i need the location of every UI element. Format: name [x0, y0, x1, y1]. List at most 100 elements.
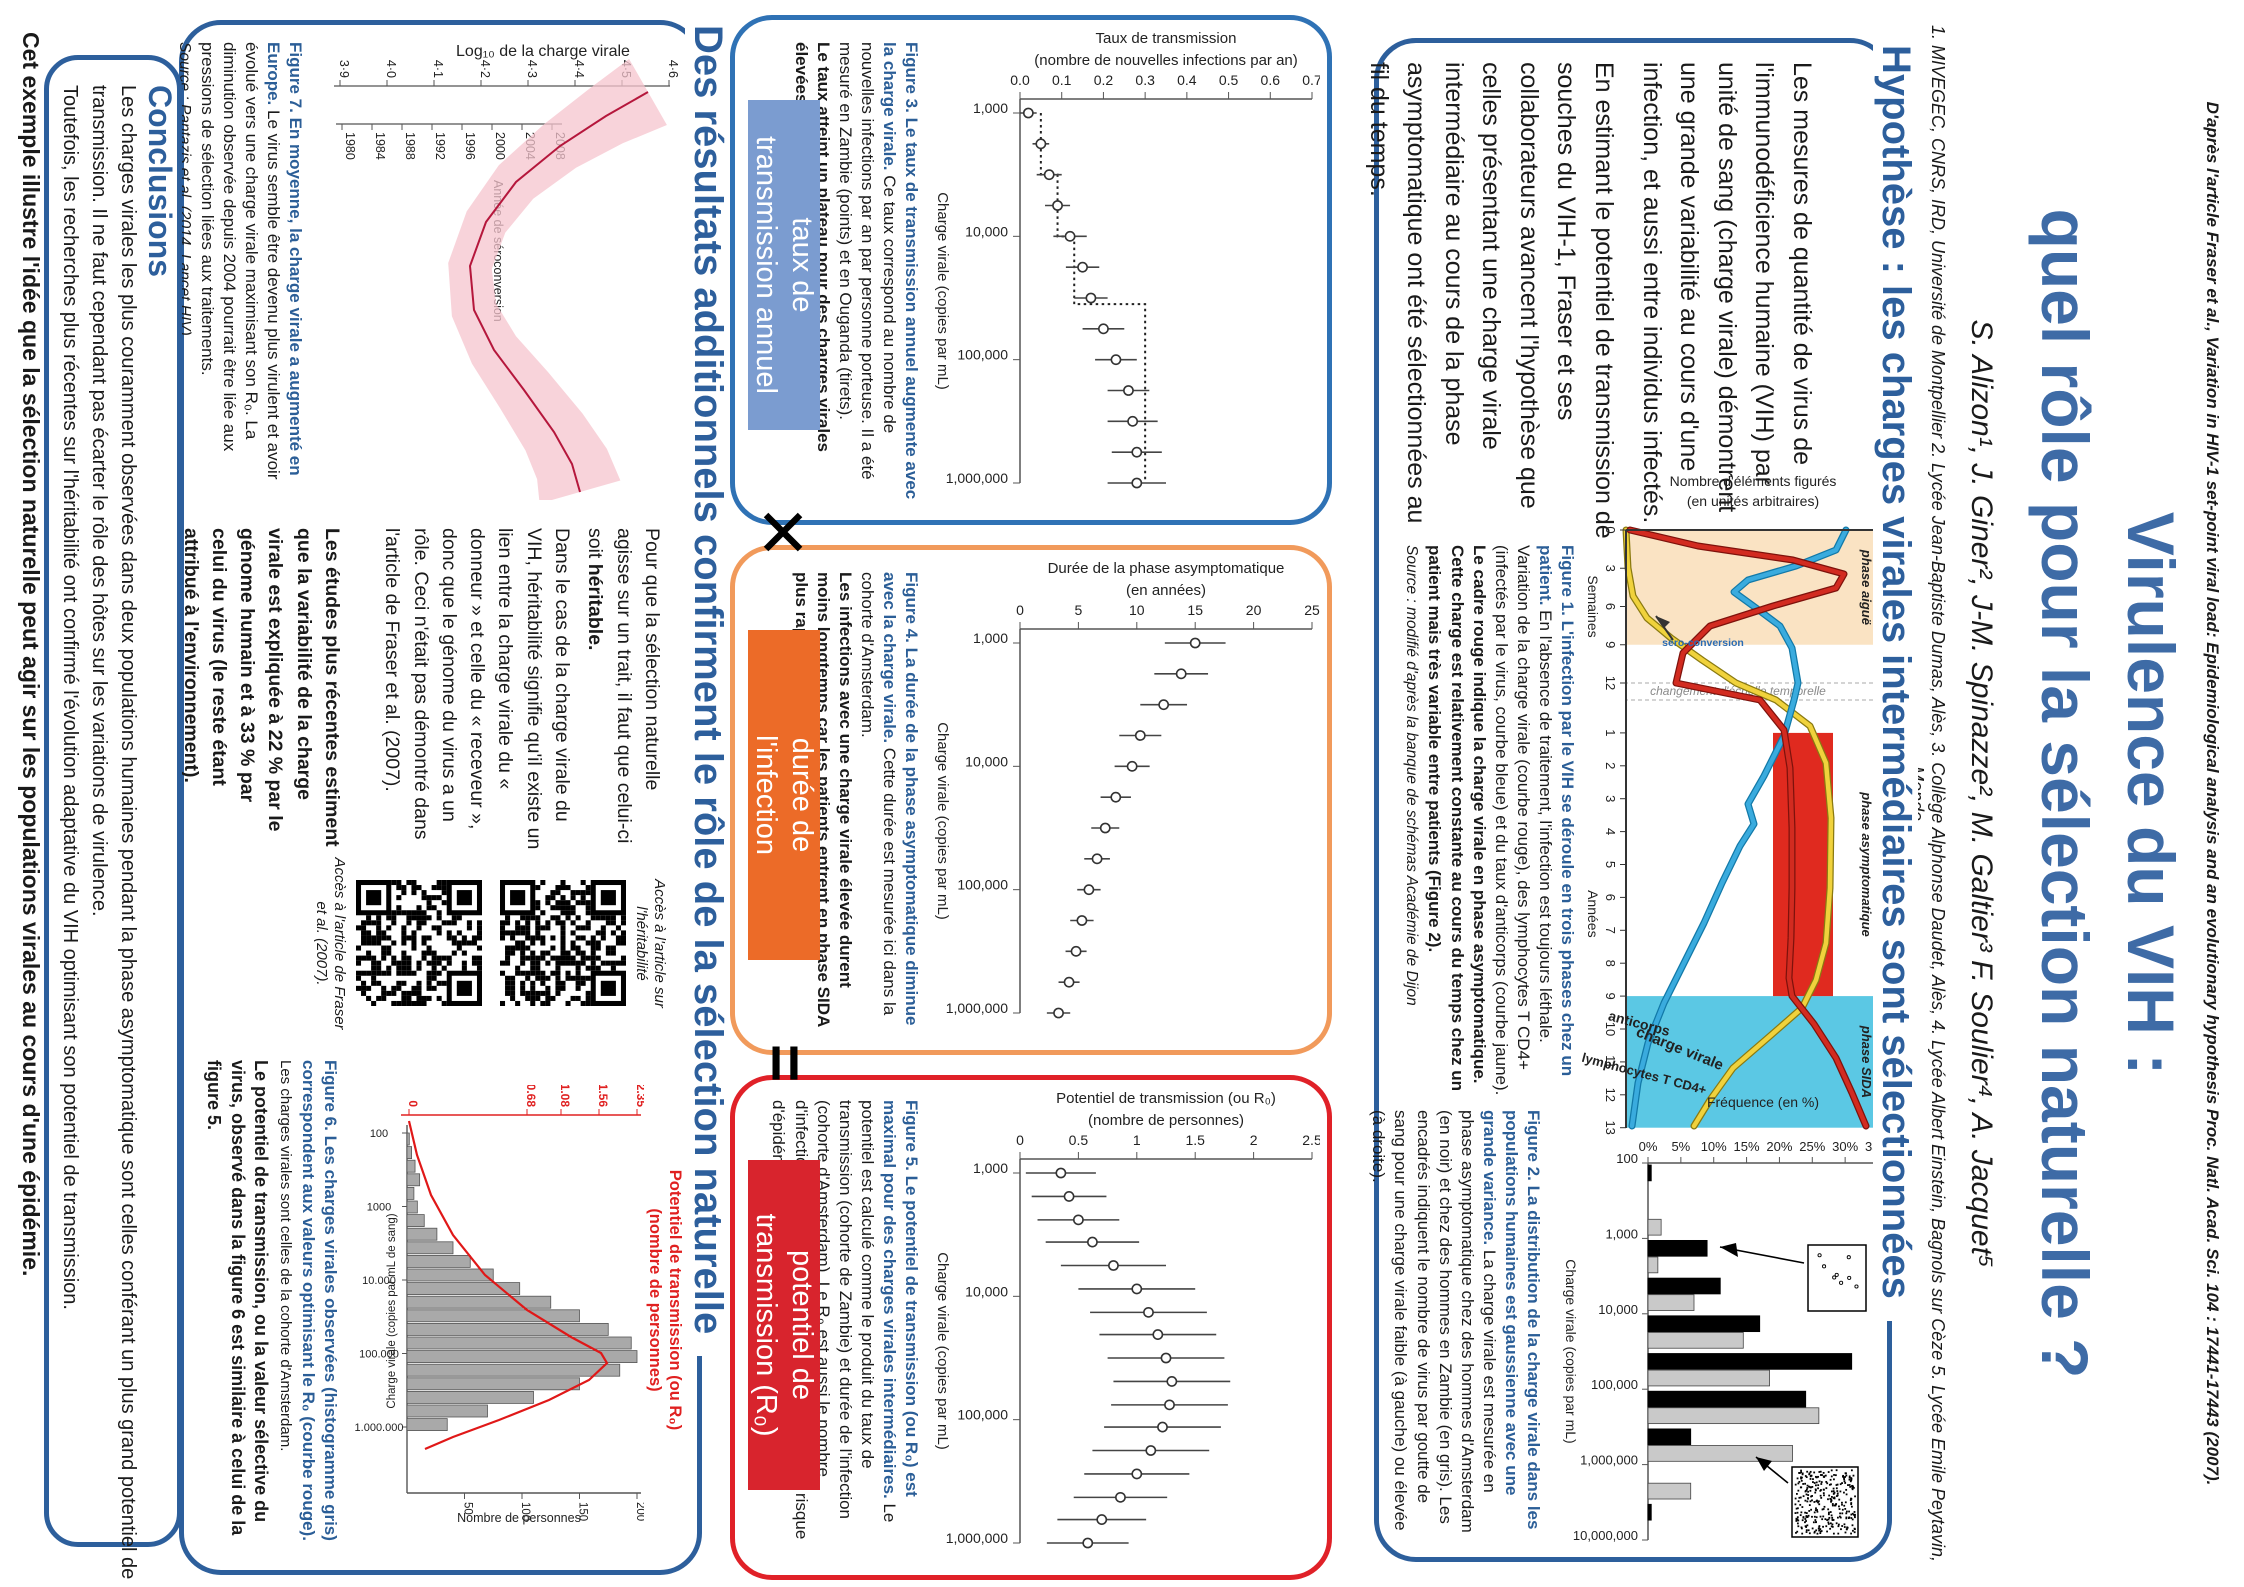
svg-text:1980: 1980 [343, 132, 357, 160]
svg-text:1: 1 [1133, 1132, 1141, 1148]
conclusions-heading: Conclusions [142, 85, 178, 278]
svg-text:150: 150 [577, 1502, 589, 1521]
svg-text:25: 25 [1304, 602, 1320, 618]
potentiel-band-line2: transmission (R₀) [750, 1213, 782, 1437]
svg-text:20%: 20% [1766, 1139, 1792, 1154]
qr-code-fraser-article[interactable] [356, 880, 482, 1006]
svg-text:Nombre d'éléments figurés: Nombre d'éléments figurés [1670, 473, 1837, 489]
svg-text:Charge virale (copies par mL): Charge virale (copies par mL) [1563, 1259, 1579, 1443]
svg-text:1.08: 1.08 [558, 1085, 572, 1107]
svg-text:0: 0 [1016, 602, 1024, 618]
section-heading-hypothese: Hypothèse : les charges virales interméd… [1873, 45, 1918, 1321]
svg-text:100,000: 100,000 [957, 877, 1008, 893]
figure6-wrapper: 0 0.68 1.08 1.56 2.35 100 1000 10.000 100.000 1.0… [349, 1084, 648, 1525]
svg-text:1984: 1984 [373, 132, 387, 160]
svg-text:4·6: 4·6 [666, 60, 678, 78]
taux-band: taux de transmission annuel [748, 100, 820, 430]
svg-text:10: 10 [1129, 602, 1145, 618]
multiply-operator: ✕ [745, 504, 819, 560]
svg-text:0: 0 [1603, 526, 1618, 533]
svg-text:Charge virale (copies par mL): Charge virale (copies par mL) [934, 192, 951, 390]
svg-text:0.4: 0.4 [1177, 72, 1197, 88]
results-paragraph-1-bold: héritable. [584, 563, 607, 651]
svg-text:2.35: 2.35 [634, 1085, 644, 1107]
svg-text:(en années): (en années) [1126, 582, 1206, 599]
figure7-caption-body: Le virus semble être devenu plus virulen… [197, 42, 283, 480]
svg-text:10,000: 10,000 [1598, 1302, 1638, 1317]
svg-text:10,000,000: 10,000,000 [1573, 1528, 1638, 1543]
svg-text:Années: Années [1585, 890, 1601, 937]
svg-text:1,000: 1,000 [973, 630, 1008, 646]
svg-text:50: 50 [462, 1502, 474, 1515]
poster-title-line2: quel rôle pour la sélection naturelle ? [2028, 208, 2102, 1379]
figure1-caption-body: En l'absence de traitement, l'infection … [1491, 545, 1555, 1096]
svg-text:0.5: 0.5 [1219, 72, 1239, 88]
svg-text:100,000: 100,000 [957, 347, 1008, 363]
svg-text:1,000,000: 1,000,000 [946, 470, 1008, 486]
paper-reference: D'après l'article Fraser et al., Variati… [2203, 101, 2222, 1486]
qr-code-heritabilite[interactable] [500, 880, 626, 1006]
conclusions-line2: transmission. Il ne faut cependant pas é… [88, 85, 110, 917]
svg-text:4·0: 4·0 [384, 60, 398, 78]
figure6-histogram-chart: 0 0.68 1.08 1.56 2.35 100 1000 10.000 100.000 1.0… [349, 1084, 648, 1525]
taux-band-line2: transmission annuel [750, 136, 782, 394]
svg-text:10,000: 10,000 [965, 1283, 1008, 1299]
svg-text:100,000: 100,000 [957, 1407, 1008, 1423]
svg-text:(en unités arbitraires): (en unités arbitraires) [1687, 493, 1819, 509]
qr2-label: Accès à l'article de Fraser et al. (2007… [313, 857, 348, 1030]
svg-text:3·9: 3·9 [337, 60, 351, 78]
svg-text:2: 2 [1250, 1132, 1258, 1148]
svg-text:9: 9 [1603, 641, 1618, 648]
svg-text:1.5: 1.5 [1185, 1132, 1205, 1148]
figure1-infection-phases-chart: changement d'échelle temporelle 0 3 6 9 12 1 2 3… [1580, 468, 1888, 1158]
svg-text:1,000,000: 1,000,000 [1580, 1453, 1638, 1468]
svg-text:12: 12 [1603, 1088, 1618, 1102]
svg-text:100: 100 [519, 1502, 531, 1521]
authors: S. Alizon¹, J. Giner², J-M. Spinazze², M… [1965, 319, 1998, 1268]
svg-text:2000: 2000 [493, 132, 507, 160]
svg-text:0: 0 [1016, 1132, 1024, 1148]
svg-text:15%: 15% [1734, 1139, 1760, 1154]
svg-text:phase asymptomatique: phase asymptomatique [1859, 791, 1874, 937]
svg-text:4·4: 4·4 [572, 60, 586, 78]
svg-text:Log₁₀ de la charge virale: Log₁₀ de la charge virale [456, 43, 630, 60]
results-paragraph-3: Les études plus récentes estiment que la… [179, 528, 343, 847]
taux-band-line1: taux de [786, 217, 819, 313]
svg-text:1.56: 1.56 [596, 1085, 610, 1107]
poster-title-line1: Virulence du VIH : [2114, 511, 2188, 1076]
svg-text:Nombre de personnes: Nombre de personnes [457, 1511, 581, 1525]
svg-text:10%: 10% [1701, 1139, 1727, 1154]
closing-statement: Cet exemple illustre l'idée que la sélec… [18, 32, 44, 1277]
svg-text:0: 0 [406, 1100, 420, 1107]
figure6-caption-body: Les charges virales sont celles de la co… [276, 1060, 294, 1452]
svg-text:100: 100 [370, 1128, 388, 1140]
svg-text:10.000: 10.000 [362, 1275, 396, 1287]
qr1-label: Accès à l'article sur l'héritabilité [633, 879, 668, 1008]
svg-text:Charge virale (copies par mL): Charge virale (copies par mL) [934, 1252, 951, 1450]
svg-text:8: 8 [1603, 960, 1618, 967]
svg-text:100: 100 [1616, 1151, 1638, 1166]
potentiel-band-line1: potentiel de [786, 1250, 819, 1400]
svg-text:1996: 1996 [463, 132, 477, 160]
svg-text:4·1: 4·1 [431, 60, 445, 78]
figure2-distribution-chart: 0%5%10%15%20%25%30%35%1001,00010,000100,… [1558, 1094, 1891, 1555]
figure7-viral-load-trend-chart: Log₁₀ de la charge virale 3·9 4·0 4·1 4·2 4·3… [318, 40, 680, 504]
svg-text:100,000: 100,000 [1591, 1377, 1638, 1392]
svg-text:5%: 5% [1671, 1139, 1690, 1154]
svg-text:phase aiguë: phase aiguë [1859, 549, 1874, 625]
svg-text:200: 200 [634, 1502, 644, 1521]
svg-text:30%: 30% [1832, 1139, 1858, 1154]
conclusions-line3: Toutefois, les recherches plus récentes … [59, 85, 81, 1310]
svg-text:1,000: 1,000 [973, 100, 1008, 116]
svg-text:1.000.000: 1.000.000 [355, 1422, 404, 1434]
svg-text:Potentiel de transmission (ou: Potentiel de transmission (ou R₀) [1056, 1090, 1276, 1107]
svg-text:(nombre de nouvelles infection: (nombre de nouvelles infections par an) [1034, 52, 1297, 69]
figure6-red-axis-title-line2: (nombre de personnes) [646, 1208, 665, 1392]
figure1-caption-source: Source : modifié d'après la banque de sc… [1403, 545, 1421, 1006]
svg-text:Charge virale (copies par mL d: Charge virale (copies par mL de sang) [386, 1213, 398, 1408]
svg-text:1000: 1000 [367, 1202, 391, 1214]
svg-text:Semaines: Semaines [1585, 575, 1601, 637]
svg-text:13: 13 [1603, 1120, 1618, 1134]
